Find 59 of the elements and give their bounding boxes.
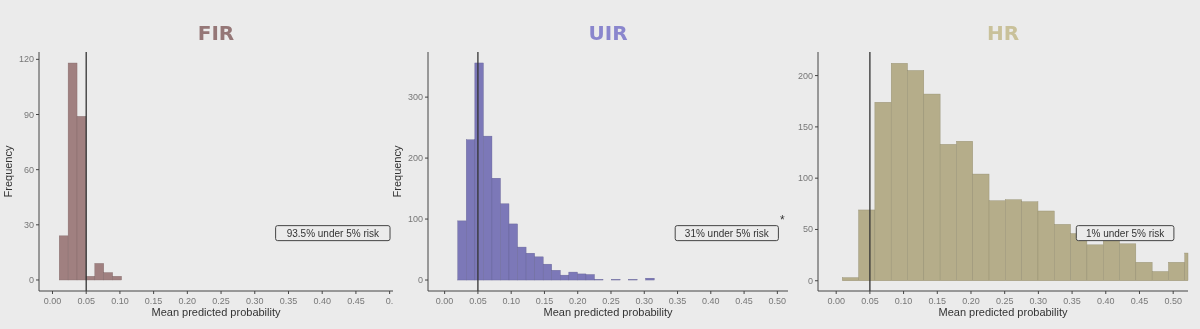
x-tick-label: 0.50: [1164, 296, 1182, 306]
x-tick-label: 0.15: [144, 296, 163, 306]
y-tick-label: 0: [28, 274, 34, 285]
x-tick-label: 0.10: [111, 296, 129, 306]
x-tick-label: 0.45: [735, 296, 753, 306]
x-tick-label: 0.30: [1029, 296, 1048, 306]
chart-title: FIR: [197, 21, 235, 45]
y-tick-label: 60: [23, 164, 34, 175]
y-tick-label: 50: [802, 224, 813, 235]
x-tick-label: 0.00: [827, 296, 845, 306]
x-tick-label: 0.20: [178, 296, 197, 306]
x-tick-label: 0.45: [347, 296, 365, 306]
x-tick-label: 0.50: [768, 296, 787, 306]
x-tick-label: 0.05: [469, 296, 487, 306]
x-tick-label: 0.35: [1063, 296, 1081, 306]
y-tick-label: 30: [23, 219, 34, 230]
x-tick-label: 0.05: [77, 296, 95, 306]
x-tick-label: 0.40: [702, 296, 720, 306]
x-tick-label: 0.45: [1130, 296, 1149, 306]
x-tick-label: 0.25: [212, 296, 230, 306]
y-tick-label: 100: [407, 214, 423, 225]
annotation: 93.5% under 5% risk: [286, 228, 380, 240]
x-axis-title: Mean predicted probability: [543, 306, 673, 318]
y-tick-label: 300: [407, 92, 423, 103]
x-tick-label: 0.00: [435, 296, 454, 306]
annotation: 31% under 5% risk: [684, 228, 770, 240]
y-tick-label: 200: [797, 70, 813, 81]
chart-title: UIR: [588, 21, 628, 45]
annotation: 1% under 5% risk: [1085, 228, 1166, 240]
x-tick-label: 0.40: [1097, 296, 1115, 306]
x-tick-label: 0.10: [894, 296, 913, 306]
x-tick-label: 0.25: [602, 296, 620, 306]
y-tick-label: 120: [18, 54, 34, 65]
x-tick-label: 0.05: [861, 296, 879, 306]
annotation: *: [780, 212, 786, 227]
x-tick-label: 0.00: [43, 296, 62, 306]
x-tick-label: 0.20: [962, 296, 980, 306]
y-axis-title: Frequency: [391, 145, 403, 198]
x-tick-label: 0.25: [995, 296, 1014, 306]
x-tick-label: 0.15: [535, 296, 554, 306]
x-tick-label: 0.20: [568, 296, 587, 306]
x-tick-label: 0.30: [246, 296, 264, 306]
y-tick-label: 100: [797, 173, 813, 184]
x-axis-title: Mean predicted probability: [938, 306, 1068, 318]
x-tick-label: 0.40: [313, 296, 331, 306]
y-axis-title: Frequency: [2, 145, 14, 198]
x-axis-title: Mean predicted probability: [151, 306, 281, 318]
x-tick-label: 0.15: [928, 296, 947, 306]
x-tick-label: 0.10: [502, 296, 520, 306]
y-tick-label: 200: [407, 153, 423, 164]
x-tick-label: 0.: [385, 296, 394, 306]
y-tick-label: 150: [797, 121, 813, 132]
chart-title: HR: [986, 21, 1020, 45]
y-tick-label: 0: [807, 275, 813, 286]
x-tick-label: 0.35: [668, 296, 687, 306]
y-tick-label: 0: [417, 275, 423, 286]
x-tick-label: 0.35: [279, 296, 298, 306]
x-tick-label: 0.30: [635, 296, 654, 306]
y-tick-label: 90: [23, 109, 34, 120]
